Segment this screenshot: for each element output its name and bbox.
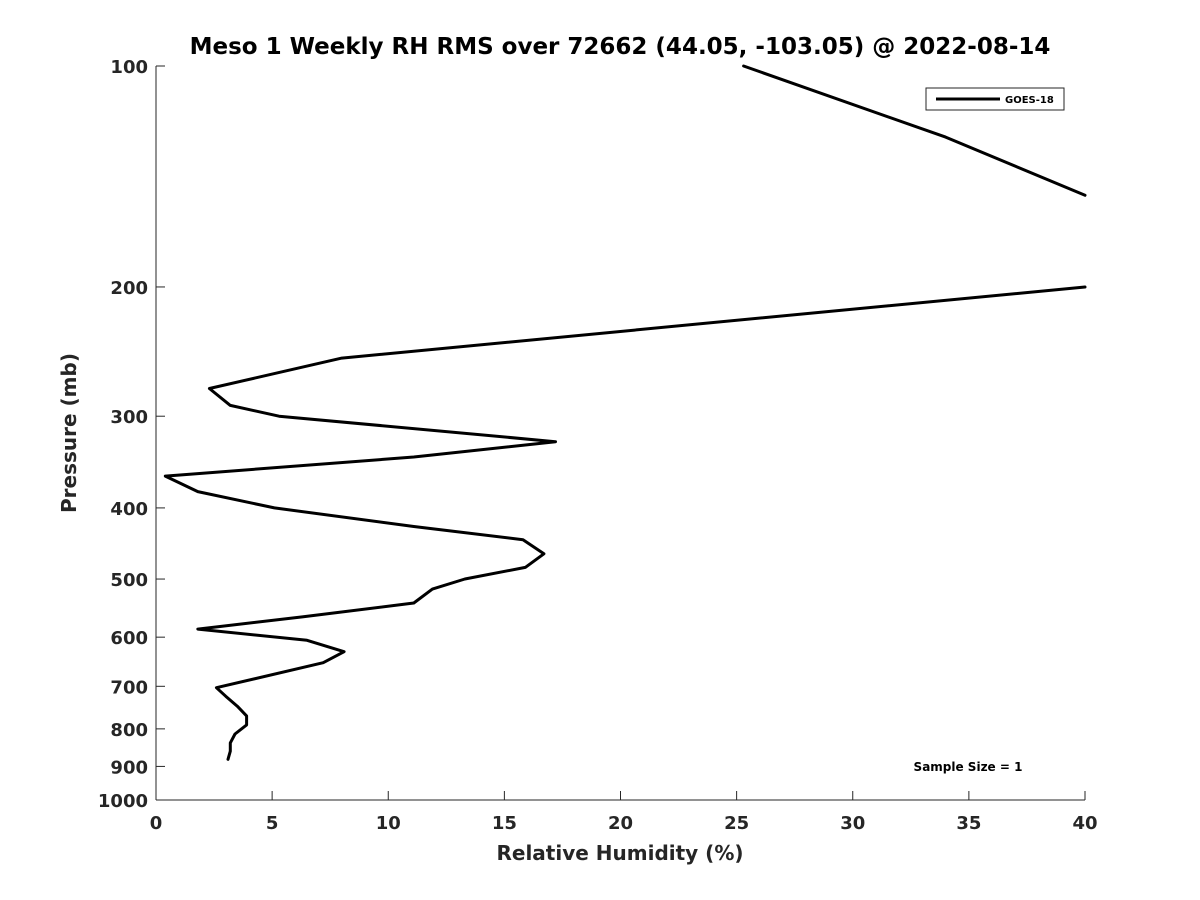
y-tick-label: 400 (110, 499, 148, 520)
y-tick-label: 700 (110, 677, 148, 698)
x-axis: 0 5 10 15 20 25 30 35 40 (150, 791, 1098, 834)
x-tick-label: 0 (150, 813, 163, 834)
x-tick-label: 10 (376, 813, 401, 834)
y-axis: 100 200 300 400 500 600 700 800 900 1000 (98, 57, 165, 812)
chart-title: Meso 1 Weekly RH RMS over 72662 (44.05, … (190, 34, 1051, 60)
x-tick-label: 35 (956, 813, 981, 834)
y-tick-label: 300 (110, 407, 148, 428)
y-tick-label: 600 (110, 628, 148, 649)
x-tick-label: 30 (840, 813, 865, 834)
y-tick-label: 800 (110, 720, 148, 741)
y-tick-label: 500 (110, 570, 148, 591)
y-tick-label: 100 (110, 57, 148, 78)
series-line-GOES-18-segment-0 (742, 64, 1087, 197)
x-tick-label: 5 (266, 813, 279, 834)
x-tick-label: 20 (608, 813, 633, 834)
y-axis-label: Pressure (mb) (57, 353, 81, 513)
y-tick-label: 1000 (98, 791, 148, 812)
plot-area (155, 64, 1087, 801)
legend-label: GOES-18 (1005, 95, 1054, 106)
y-tick-label: 200 (110, 278, 148, 299)
legend: GOES-18 (925, 87, 1065, 111)
y-tick-label: 900 (110, 757, 148, 778)
x-axis-label: Relative Humidity (%) (496, 841, 743, 865)
x-tick-label: 25 (724, 813, 749, 834)
x-tick-label: 40 (1072, 813, 1097, 834)
x-tick-label: 15 (492, 813, 517, 834)
series-line-GOES-18-segment-1 (163, 285, 1087, 761)
sample-size-annotation: Sample Size = 1 (914, 760, 1023, 774)
